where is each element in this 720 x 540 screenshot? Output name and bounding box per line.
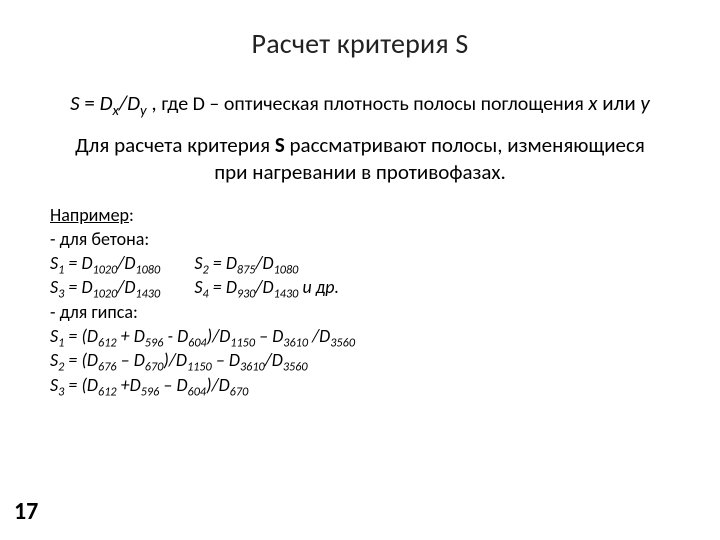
text: D bbox=[229, 349, 240, 371]
text: 604 bbox=[188, 384, 207, 399]
text: D bbox=[263, 276, 274, 298]
text: 3560 bbox=[283, 360, 308, 375]
text: S bbox=[50, 252, 58, 274]
concrete-s1-s2: S1 = D1020/D1080 S2 = D875/D1080 bbox=[50, 251, 680, 275]
text: + bbox=[117, 374, 130, 396]
text: + bbox=[117, 325, 134, 347]
text: 3560 bbox=[330, 336, 355, 351]
text: D bbox=[124, 252, 135, 274]
text: = bbox=[64, 349, 81, 371]
text: D bbox=[226, 276, 237, 298]
description: Для расчета критерия S рассматривают пол… bbox=[70, 132, 650, 187]
text: D bbox=[219, 374, 230, 396]
text: – bbox=[117, 349, 134, 371]
text: и др. bbox=[298, 276, 339, 298]
text: / bbox=[256, 276, 263, 298]
text: D bbox=[124, 276, 135, 298]
text: D bbox=[219, 325, 230, 347]
example-label: Например bbox=[50, 204, 129, 226]
text: S bbox=[194, 276, 202, 298]
formula-D2: D bbox=[127, 90, 140, 116]
text: D bbox=[177, 325, 188, 347]
text: , bbox=[147, 90, 162, 116]
text: D bbox=[319, 325, 330, 347]
text: = bbox=[64, 325, 81, 347]
text: Для расчета критерия bbox=[75, 132, 275, 158]
text: D bbox=[134, 325, 145, 347]
text: D bbox=[130, 374, 141, 396]
gypsum-s2: S2 = (D676 – D670)/D1150 – D3610/D3560 bbox=[50, 348, 680, 372]
text: – bbox=[255, 325, 272, 347]
where-text: где D – оптическая плотность полосы погл… bbox=[161, 92, 588, 116]
criterion-s: S bbox=[275, 132, 285, 158]
text: S bbox=[50, 349, 58, 371]
text: S bbox=[194, 252, 202, 274]
text: D bbox=[81, 252, 92, 274]
text: / bbox=[212, 374, 219, 396]
var-y: y bbox=[640, 90, 649, 116]
text: D bbox=[87, 349, 98, 371]
text: = bbox=[209, 276, 226, 298]
concrete-label: - для бетона: bbox=[50, 227, 680, 251]
text: D bbox=[81, 276, 92, 298]
formula-definition: S = Dx /Dy , где D – оптическая плотность… bbox=[70, 89, 650, 118]
text: 612 bbox=[98, 384, 117, 399]
text: / bbox=[169, 349, 176, 371]
text: D bbox=[263, 252, 274, 274]
text: D bbox=[272, 349, 283, 371]
text: = bbox=[64, 252, 81, 274]
text: S bbox=[50, 325, 58, 347]
text: D bbox=[176, 374, 187, 396]
text: = bbox=[64, 374, 81, 396]
text: / bbox=[308, 325, 319, 347]
text: / bbox=[119, 90, 127, 116]
page-number: 17 bbox=[14, 497, 38, 526]
text: – bbox=[159, 374, 176, 396]
formula-sub-y: y bbox=[140, 101, 147, 119]
text: D bbox=[272, 325, 283, 347]
text: D bbox=[87, 374, 98, 396]
text: = bbox=[80, 90, 100, 116]
text: : bbox=[129, 204, 134, 226]
text: - bbox=[163, 325, 177, 347]
formula-lhs: S bbox=[70, 90, 80, 116]
text: = bbox=[209, 252, 226, 274]
var-x: x bbox=[588, 90, 597, 116]
example-label-row: Например: bbox=[50, 203, 680, 227]
text: или bbox=[598, 90, 641, 116]
text: 1430 bbox=[274, 287, 299, 302]
text: / bbox=[256, 252, 263, 274]
example-block: Например: - для бетона: S1 = D1020/D1080… bbox=[50, 203, 680, 397]
text: 596 bbox=[141, 384, 160, 399]
text: D bbox=[134, 349, 145, 371]
text: 930 bbox=[237, 287, 256, 302]
text: S bbox=[50, 374, 58, 396]
text: 1430 bbox=[135, 287, 160, 302]
slide: Расчет критерия S S = Dx/Dy , где D – оп… bbox=[0, 0, 720, 540]
text: D bbox=[226, 252, 237, 274]
slide-title: Расчет критерия S bbox=[40, 26, 680, 61]
text: – bbox=[212, 349, 229, 371]
text: D bbox=[176, 349, 187, 371]
text: D bbox=[87, 325, 98, 347]
text: = bbox=[64, 276, 81, 298]
formula-D1: D bbox=[100, 90, 113, 116]
gypsum-label: - для гипса: bbox=[50, 300, 680, 324]
gypsum-s1: S1 = (D612 + D596 - D604)/D1150 – D3610 … bbox=[50, 324, 680, 348]
concrete-s3-s4: S3 = D1020/D1430 S4 = D930/D1430 и др. bbox=[50, 275, 680, 299]
text: 670 bbox=[230, 384, 249, 399]
gypsum-s3: S3 = (D612 +D596 – D604)/D670 bbox=[50, 373, 680, 397]
text: / bbox=[265, 349, 272, 371]
text: S bbox=[50, 276, 58, 298]
